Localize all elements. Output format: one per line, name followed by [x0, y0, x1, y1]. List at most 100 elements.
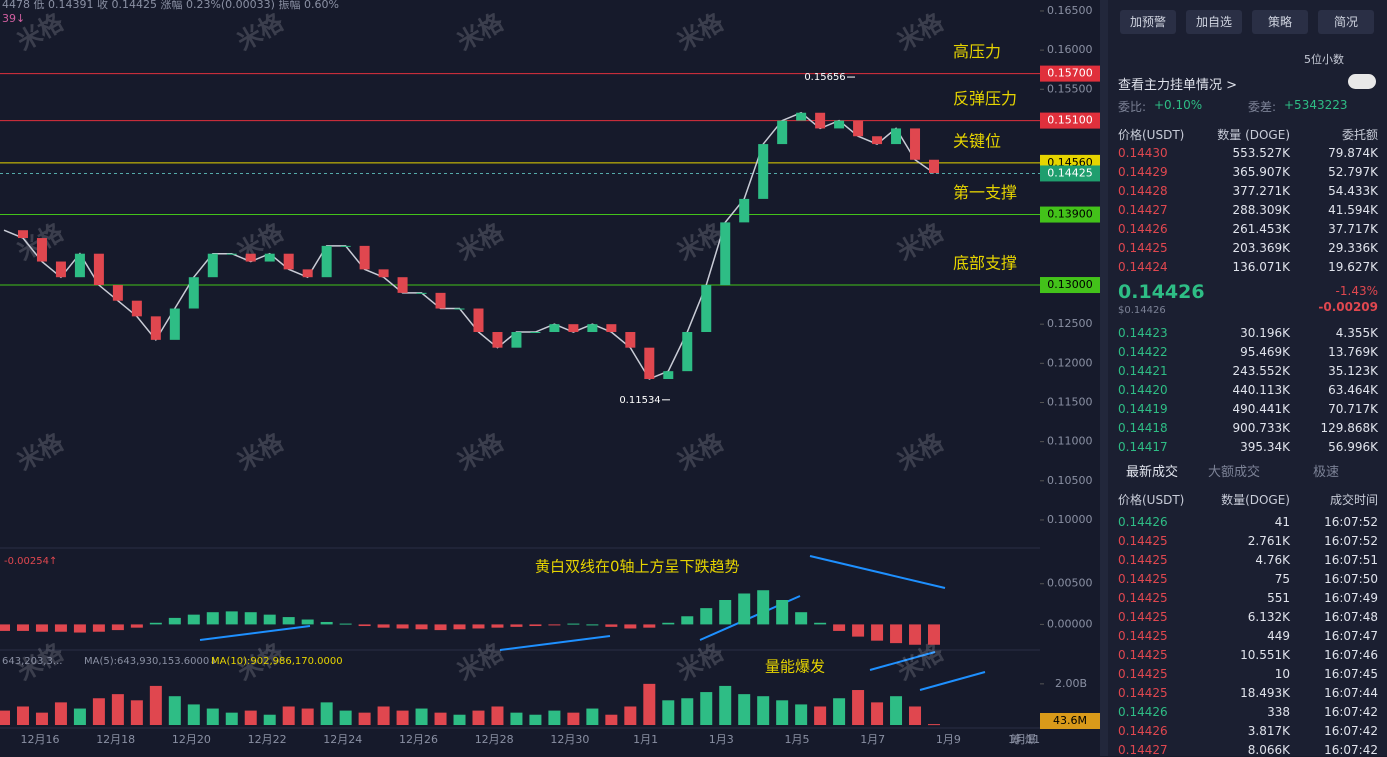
macd-bar [719, 600, 732, 625]
panel-button[interactable]: 加自选 [1186, 10, 1242, 34]
y-tick-label: 0.10000 [1047, 513, 1093, 526]
watermark: 米格 [453, 8, 509, 57]
trade-row: 16:07:50 [1324, 572, 1378, 586]
panel-button[interactable]: 策略 [1252, 10, 1308, 34]
ask-row: 261.453K [1232, 222, 1291, 236]
ask-row: 52.797K [1328, 165, 1378, 179]
trade-row: 0.14425 [1118, 553, 1168, 567]
macd-bar [833, 624, 846, 631]
volume-bar [54, 702, 67, 725]
candle [663, 371, 674, 379]
trade-row: 0.14425 [1118, 572, 1168, 586]
x-tick-label: 12月20 [172, 733, 211, 746]
candle [112, 285, 123, 301]
volume-bar [377, 706, 390, 725]
macd-bar [263, 614, 276, 625]
watermark: 米格 [453, 638, 509, 687]
level-name: 关键位 [953, 131, 1001, 150]
macd-bar [681, 616, 694, 625]
candle [283, 253, 294, 270]
candle [834, 120, 845, 129]
candle [720, 222, 731, 286]
tab[interactable]: 大额成交 [1208, 465, 1261, 480]
candle [93, 253, 104, 286]
volume-bar [567, 712, 580, 725]
macd-bar [586, 624, 599, 626]
y-tick-label: 0.11500 [1047, 395, 1093, 408]
macd-bar [548, 624, 561, 626]
trade-row: 8.066K [1247, 743, 1290, 757]
macd-bar [700, 608, 713, 625]
volume-bar [149, 685, 162, 725]
time-axis-right: 筹 爆 [1011, 732, 1037, 746]
candle [17, 230, 28, 239]
volume-bar [130, 700, 143, 725]
price-annotation: 0.15656 [804, 72, 845, 83]
watermark: 米格 [233, 428, 289, 477]
x-tick-label: 12月22 [248, 733, 287, 746]
volume-annotation: 量能爆发 [765, 658, 825, 676]
candle [929, 159, 939, 174]
candle [872, 136, 883, 145]
macd-bar [92, 624, 105, 632]
trade-row: 0.14426 [1118, 705, 1168, 719]
level-box [1040, 277, 1100, 294]
candle [207, 253, 218, 278]
panel-button[interactable]: 加预警 [1120, 10, 1176, 34]
bid-row: 0.14418 [1118, 421, 1168, 435]
macd-bar [491, 624, 504, 628]
side-panel: 加预警 加自选 策略 简况 5位小数 查看主力挂单情况 > 委比: +0.10% 委差: +534… [1108, 0, 1387, 757]
volume-bar [320, 702, 333, 725]
candle [796, 112, 807, 121]
candle [359, 245, 370, 270]
volume-bar [111, 694, 124, 725]
trade-row: 0.14425 [1118, 667, 1168, 681]
book-header: 价格(USDT) [1118, 128, 1185, 142]
candle [758, 144, 769, 199]
bid-row: 63.464K [1328, 383, 1378, 397]
volume-bar [358, 712, 371, 725]
level-label: 0.13900 [1047, 208, 1093, 221]
volume-bar [909, 706, 922, 725]
trend-arrow [499, 635, 611, 651]
watermark: 米格 [453, 428, 509, 477]
diff: +5343223 [1284, 98, 1348, 112]
candle [891, 128, 902, 145]
ask-row: 0.14426 [1118, 222, 1168, 236]
candle [340, 245, 351, 247]
tab[interactable]: 极速 [1313, 465, 1340, 480]
ratio-label: 委比: [1118, 100, 1147, 114]
ask-row: 29.336K [1328, 241, 1378, 255]
candle [511, 332, 522, 348]
volume-bar [301, 708, 314, 725]
toggle[interactable] [1348, 74, 1376, 89]
volume-bar [453, 714, 466, 725]
y-tick-label: 0.12000 [1047, 356, 1093, 369]
watermark: 米格 [13, 428, 69, 477]
ask-row: 41.594K [1328, 203, 1378, 217]
bid-row: 30.196K [1240, 326, 1290, 340]
macd-bar [776, 600, 789, 625]
volume-bar [415, 708, 428, 725]
volume-bar [510, 712, 523, 725]
trade-row: 16:07:51 [1324, 553, 1378, 567]
trade-row: 16:07:48 [1324, 610, 1378, 624]
panel-button[interactable]: 简况 [1318, 10, 1374, 34]
trend-arrow [869, 651, 936, 671]
macd-bar [852, 624, 865, 637]
macd-bar [643, 624, 656, 628]
bid-row: 13.769K [1328, 345, 1378, 359]
candle [568, 324, 579, 333]
candle [910, 128, 921, 160]
trade-row: 16:07:46 [1324, 648, 1378, 662]
y-tick-label: 0.10500 [1047, 474, 1093, 487]
ask-row: 0.14428 [1118, 184, 1168, 198]
tab[interactable]: 最新成交 [1126, 465, 1179, 480]
candle [701, 285, 712, 333]
ask-row: 0.14425 [1118, 241, 1168, 255]
trade-row: 10 [1274, 667, 1290, 681]
volume-bar [795, 704, 808, 725]
candle [435, 292, 446, 309]
main-orders: 查看主力挂单情况 > [1118, 78, 1238, 93]
bid-row: 95.469K [1240, 345, 1290, 359]
